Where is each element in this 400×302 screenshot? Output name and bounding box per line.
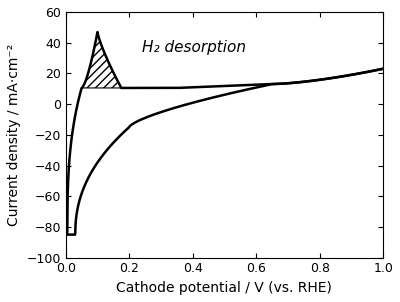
X-axis label: Cathode potential / V (vs. RHE): Cathode potential / V (vs. RHE)	[116, 281, 332, 295]
Text: H₂ desorption: H₂ desorption	[142, 40, 246, 55]
Polygon shape	[82, 32, 121, 88]
Y-axis label: Current density / mA·cm⁻²: Current density / mA·cm⁻²	[7, 44, 21, 226]
